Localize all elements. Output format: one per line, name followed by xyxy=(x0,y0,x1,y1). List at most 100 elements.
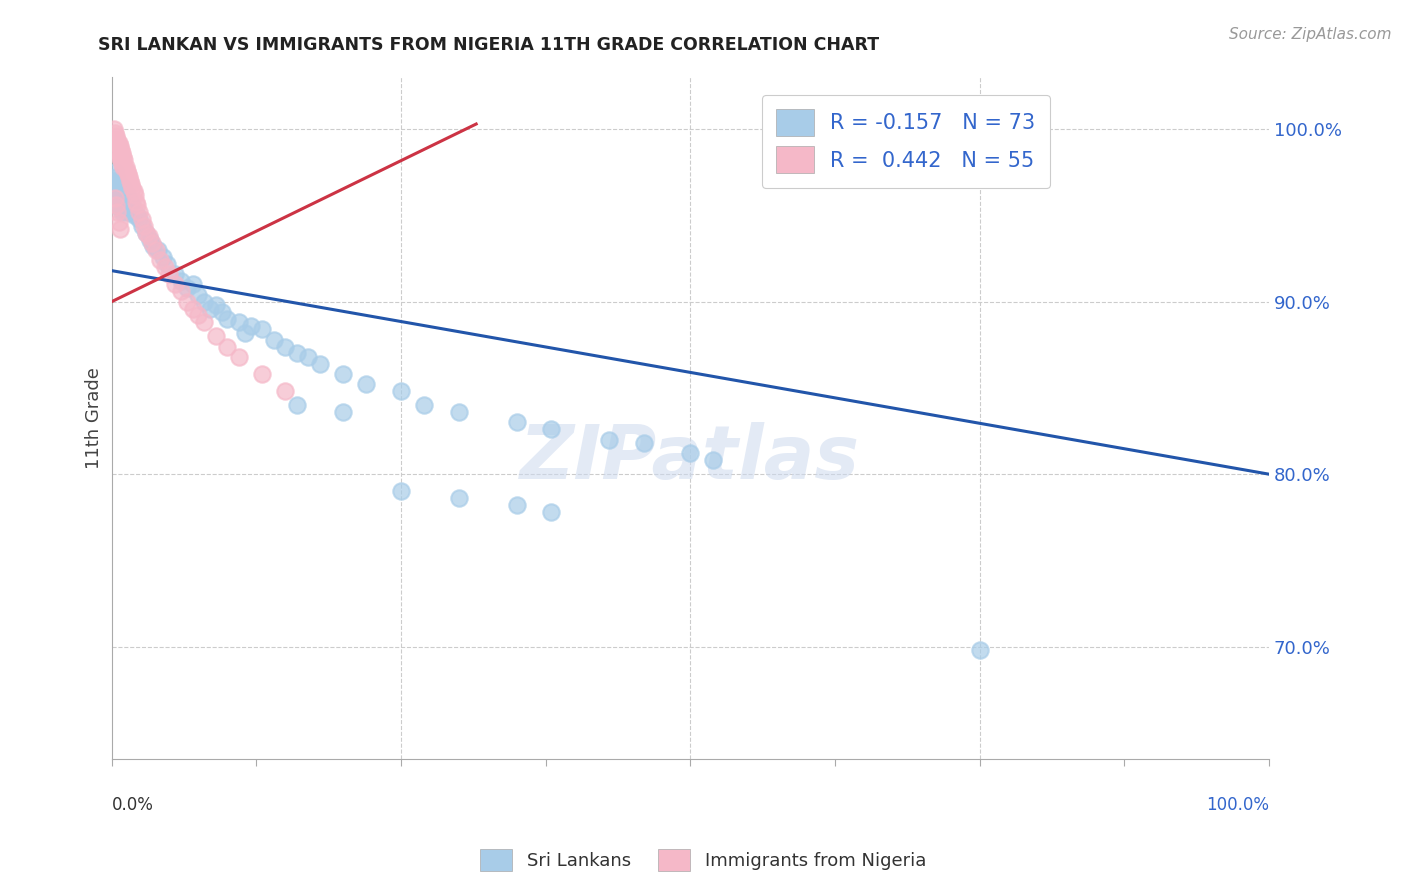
Point xyxy=(112,153,135,168)
Point xyxy=(228,315,250,329)
Point xyxy=(104,126,127,140)
Point xyxy=(198,301,221,316)
Point xyxy=(153,260,176,275)
Point xyxy=(108,150,131,164)
Point xyxy=(540,505,562,519)
Point xyxy=(125,194,148,209)
Point xyxy=(250,322,273,336)
Point xyxy=(121,198,143,212)
Point xyxy=(118,200,141,214)
Point xyxy=(969,643,991,657)
Point xyxy=(285,398,308,412)
Point xyxy=(159,267,181,281)
Point xyxy=(103,122,125,136)
Point xyxy=(120,174,142,188)
Point xyxy=(114,160,136,174)
Point xyxy=(107,146,129,161)
Point xyxy=(110,184,132,198)
Point xyxy=(146,243,169,257)
Text: ZIPatlas: ZIPatlas xyxy=(520,423,860,495)
Point xyxy=(127,209,149,223)
Point xyxy=(156,257,179,271)
Point xyxy=(389,484,412,499)
Point xyxy=(274,384,297,399)
Point xyxy=(181,301,204,316)
Point xyxy=(114,194,136,209)
Text: SRI LANKAN VS IMMIGRANTS FROM NIGERIA 11TH GRADE CORRELATION CHART: SRI LANKAN VS IMMIGRANTS FROM NIGERIA 11… xyxy=(98,36,880,54)
Point xyxy=(103,174,125,188)
Point xyxy=(138,229,160,244)
Point xyxy=(108,198,131,212)
Point xyxy=(105,129,128,144)
Point xyxy=(176,294,198,309)
Point xyxy=(107,191,129,205)
Point xyxy=(193,315,215,329)
Point xyxy=(107,194,129,209)
Y-axis label: 11th Grade: 11th Grade xyxy=(86,368,103,469)
Point xyxy=(107,215,129,229)
Point xyxy=(111,205,134,219)
Point xyxy=(115,187,138,202)
Point xyxy=(413,398,436,412)
Point xyxy=(120,205,142,219)
Point xyxy=(111,157,134,171)
Point xyxy=(105,198,128,212)
Point xyxy=(112,194,135,209)
Point xyxy=(204,329,226,343)
Point xyxy=(108,222,131,236)
Point xyxy=(107,205,129,219)
Point xyxy=(505,498,527,512)
Point xyxy=(145,243,167,257)
Point xyxy=(274,339,297,353)
Point xyxy=(111,187,134,202)
Point xyxy=(263,333,285,347)
Point xyxy=(108,139,131,153)
Point xyxy=(128,211,150,226)
Point xyxy=(447,491,470,506)
Point xyxy=(112,150,135,164)
Point xyxy=(104,165,127,179)
Point xyxy=(389,384,412,399)
Point xyxy=(110,202,132,216)
Point xyxy=(170,285,193,299)
Point xyxy=(127,198,149,212)
Point xyxy=(111,146,134,161)
Point xyxy=(131,219,153,233)
Point xyxy=(115,205,138,219)
Point xyxy=(118,170,141,185)
Point xyxy=(204,298,226,312)
Point xyxy=(285,346,308,360)
Point xyxy=(117,167,139,181)
Point xyxy=(120,194,142,209)
Point xyxy=(217,339,239,353)
Point xyxy=(107,136,129,150)
Point xyxy=(211,305,233,319)
Point xyxy=(233,326,256,340)
Point xyxy=(122,209,145,223)
Point xyxy=(170,274,193,288)
Point xyxy=(141,235,163,250)
Point xyxy=(110,143,132,157)
Point xyxy=(187,309,209,323)
Point xyxy=(110,153,132,168)
Point xyxy=(217,312,239,326)
Point xyxy=(104,183,127,197)
Point xyxy=(332,367,354,381)
Point xyxy=(131,211,153,226)
Point xyxy=(181,277,204,292)
Point xyxy=(633,436,655,450)
Point xyxy=(105,170,128,185)
Point xyxy=(187,287,209,301)
Point xyxy=(128,205,150,219)
Point xyxy=(135,226,157,240)
Point xyxy=(152,250,174,264)
Point xyxy=(149,253,172,268)
Point xyxy=(176,281,198,295)
Point xyxy=(228,350,250,364)
Point xyxy=(540,422,562,436)
Point xyxy=(112,191,135,205)
Point xyxy=(505,416,527,430)
Text: 0.0%: 0.0% xyxy=(111,797,153,814)
Point xyxy=(354,377,377,392)
Point xyxy=(107,132,129,146)
